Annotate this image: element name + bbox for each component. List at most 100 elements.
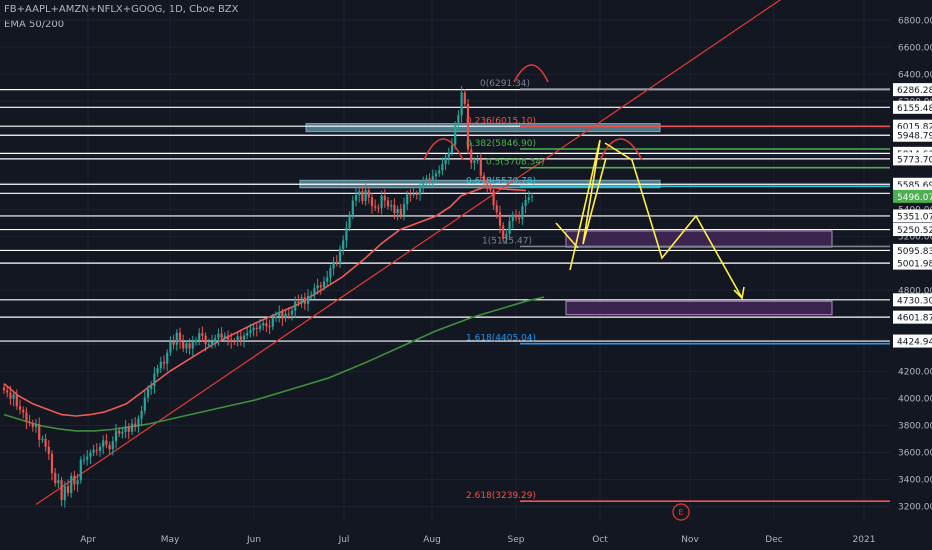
- price-level-label: 5001.98: [897, 260, 932, 270]
- candle: [60, 480, 63, 501]
- candle: [511, 214, 514, 222]
- left-shoulder-arc: [423, 138, 464, 161]
- candle: [105, 440, 108, 445]
- candle: [268, 326, 271, 328]
- candle: [169, 341, 172, 353]
- candle: [438, 170, 441, 174]
- price-level-label: 5351.07: [897, 212, 932, 222]
- event-marker-label: E: [678, 508, 683, 517]
- candle: [63, 486, 66, 501]
- fib-level-label: 2.618(3239.29): [466, 491, 536, 501]
- candle: [230, 339, 233, 342]
- event-marker[interactable]: [672, 503, 690, 521]
- price-level-tag: [893, 223, 932, 237]
- price-tick-label: 4800.00: [898, 286, 932, 296]
- candle: [156, 368, 159, 374]
- ema-200-line: [3, 296, 545, 432]
- price-level-label: 5585.69: [897, 181, 932, 191]
- candle: [383, 195, 386, 201]
- candle: [374, 206, 377, 208]
- symbol-title: FB+AAPL+AMZN+NFLX+GOOG, 1D, Cboe BZX: [4, 4, 239, 15]
- price-tick-label: 6800.00: [898, 16, 932, 26]
- candle: [28, 421, 31, 424]
- candle: [262, 323, 265, 326]
- candle: [25, 412, 28, 422]
- candle: [95, 449, 98, 451]
- candle: [233, 341, 236, 343]
- candle: [466, 104, 470, 150]
- candle: [489, 184, 492, 191]
- candle: [454, 124, 457, 145]
- candle: [377, 207, 380, 209]
- candle: [278, 312, 281, 317]
- price-tick-label: 6600.00: [898, 43, 932, 53]
- candle: [319, 285, 322, 288]
- candle: [409, 194, 412, 196]
- candle: [188, 343, 191, 349]
- candle: [482, 175, 486, 183]
- candle: [143, 397, 146, 411]
- candle: [370, 197, 374, 207]
- candle: [236, 336, 239, 342]
- fib-level-label: 0(6291.34): [480, 79, 530, 89]
- candle: [198, 333, 201, 341]
- candle: [290, 310, 294, 315]
- candle: [249, 330, 252, 333]
- price-level-label: 5250.52: [897, 226, 932, 236]
- candle: [380, 195, 383, 209]
- candle: [444, 157, 447, 165]
- candle: [399, 208, 402, 216]
- candle: [486, 182, 489, 185]
- candle: [86, 456, 89, 460]
- price-level-tag: [893, 100, 932, 114]
- candle: [281, 312, 284, 319]
- candle: [214, 338, 217, 342]
- candle: [194, 340, 198, 343]
- head-arc: [513, 64, 549, 83]
- candle: [329, 268, 332, 278]
- candle: [111, 441, 114, 450]
- candle: [124, 426, 127, 432]
- candle: [38, 423, 41, 440]
- candle: [431, 176, 434, 182]
- candle: [406, 194, 409, 205]
- candle: [153, 373, 156, 387]
- price-level-tag: [893, 83, 932, 97]
- candle: [441, 164, 444, 171]
- price-tick-label: 3400.00: [898, 475, 932, 485]
- time-tick-label: Nov: [681, 535, 699, 545]
- candle: [108, 444, 111, 450]
- candle: [342, 240, 345, 249]
- candle: [18, 406, 22, 410]
- price-tick-label: 5200.00: [898, 232, 932, 242]
- candle: [418, 185, 422, 195]
- candle: [422, 183, 425, 186]
- candle: [332, 261, 335, 269]
- projection-path: [555, 222, 579, 249]
- fib-level-label: 1.618(4405.04): [466, 334, 536, 344]
- fib-level-label: 0.5(5708.34): [486, 158, 545, 168]
- candle: [201, 333, 204, 336]
- candle: [118, 430, 121, 434]
- candle: [508, 221, 511, 234]
- candle: [182, 341, 185, 349]
- candle: [159, 361, 162, 369]
- fib-level-label: 1(5125.47): [482, 236, 532, 246]
- candle: [185, 343, 188, 349]
- candle: [396, 208, 399, 213]
- candle: [175, 332, 178, 345]
- purple-zone: [565, 300, 833, 316]
- candle: [92, 449, 95, 453]
- candle: [514, 214, 518, 218]
- trend-line: [35, 0, 782, 505]
- price-level-label: 5948.79: [897, 132, 932, 142]
- candle: [217, 333, 220, 339]
- candle: [255, 327, 258, 330]
- candle: [252, 327, 255, 331]
- price-level-label: 5773.70: [897, 155, 932, 165]
- last-price-tag: [893, 189, 932, 203]
- candle: [284, 313, 287, 319]
- candle: [130, 423, 134, 432]
- candle: [326, 277, 329, 282]
